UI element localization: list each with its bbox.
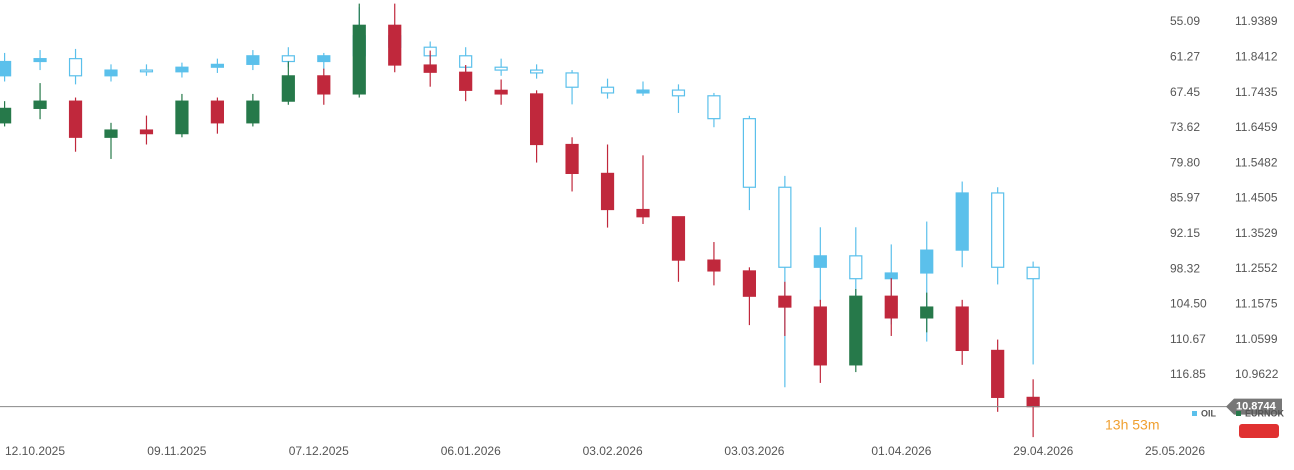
candle-body	[813, 255, 827, 268]
candle-body	[104, 69, 118, 77]
candle-body	[388, 24, 402, 66]
candle-body	[210, 63, 224, 68]
x-tick-label: 01.04.2026	[871, 444, 931, 458]
candle-body	[68, 100, 83, 138]
candle-body	[991, 192, 1005, 268]
candle-body	[494, 66, 508, 71]
candle-body	[636, 208, 650, 218]
eurnok-tick-label: 11.6459	[1235, 120, 1278, 134]
oil-tick-label: 104.50	[1170, 297, 1207, 311]
eurnok-tick-label: 11.1575	[1235, 297, 1278, 311]
oil-tick-label: 61.27	[1170, 50, 1200, 64]
candle-body	[991, 349, 1005, 398]
oil-tick-label: 98.32	[1170, 261, 1200, 275]
candle-body	[778, 186, 792, 268]
candle-body	[459, 71, 473, 91]
countdown: 13h 53m	[1105, 417, 1159, 433]
last-price-label: 10.8744	[1236, 401, 1277, 413]
candle-body	[707, 259, 721, 272]
candle-body	[884, 272, 898, 280]
x-tick-label: 03.02.2026	[583, 444, 643, 458]
oil-tick-label: 55.09	[1170, 14, 1200, 28]
candle-body	[246, 100, 260, 124]
oil-tick-label: 73.62	[1170, 120, 1200, 134]
oil-tick-label: 85.97	[1170, 191, 1200, 205]
candle-body	[175, 100, 189, 135]
eurnok-tick-label: 11.4505	[1235, 191, 1278, 205]
candle-body	[671, 216, 686, 261]
candle-body	[920, 249, 934, 274]
x-tick-label: 25.05.2026	[1145, 444, 1205, 458]
candle-body	[139, 69, 154, 73]
eurnok-tick-label: 10.9622	[1235, 367, 1279, 381]
candle-body	[849, 255, 863, 280]
eurnok-tick-label: 11.7435	[1235, 85, 1278, 99]
candle-body	[33, 58, 47, 63]
eurnok-tick-label: 11.8412	[1235, 50, 1278, 64]
candle-body	[423, 64, 437, 73]
candle-body	[955, 192, 969, 251]
x-tick-label: 09.11.2025	[147, 444, 206, 458]
bid-tag	[1239, 424, 1279, 438]
candle-body	[246, 55, 260, 65]
last-price-tag	[1226, 398, 1282, 415]
candle-body	[884, 295, 898, 319]
eurnok-tick-label: 11.2552	[1235, 261, 1278, 275]
candle-body	[529, 93, 544, 146]
x-tick-label: 29.04.2026	[1013, 444, 1073, 458]
candle-body	[281, 55, 295, 63]
candle-body	[1026, 266, 1040, 280]
candle-body	[600, 172, 615, 211]
legend-label: OIL	[1201, 408, 1217, 418]
candle-body	[707, 95, 721, 120]
candle-body	[175, 66, 189, 73]
candle-body	[281, 75, 295, 102]
candle-body	[600, 86, 615, 94]
candle-body	[0, 107, 12, 124]
candle-body	[317, 75, 331, 95]
candle-body	[33, 100, 47, 109]
legend-swatch	[1192, 411, 1197, 416]
candle-body	[104, 129, 118, 138]
candle-body	[529, 69, 544, 74]
candle-body	[1026, 396, 1040, 408]
eurnok-tick-label: 11.0599	[1235, 332, 1278, 346]
oil-tick-label: 67.45	[1170, 85, 1200, 99]
eurnok-tick-label: 11.9389	[1235, 14, 1278, 28]
oil-tick-label: 116.85	[1170, 367, 1206, 381]
candle-body	[68, 58, 83, 77]
legend-swatch	[1236, 411, 1241, 416]
candle-body	[139, 129, 154, 135]
candle-body	[565, 143, 579, 174]
x-tick-label: 07.12.2025	[289, 444, 349, 458]
candle-body	[317, 55, 331, 63]
candle-body	[813, 306, 827, 366]
candle-body	[352, 24, 366, 95]
candle-body	[494, 89, 508, 95]
candle-body	[636, 89, 650, 94]
x-tick-label: 12.10.2025	[5, 444, 65, 458]
candle-body	[742, 270, 757, 297]
candle-body	[778, 295, 792, 308]
candle-body	[671, 89, 686, 97]
candle-body	[742, 118, 757, 188]
eurnok-tick-label: 11.3529	[1235, 226, 1278, 240]
x-tick-label: 06.01.2026	[441, 444, 501, 458]
candle-body	[210, 100, 224, 124]
candle-body	[565, 72, 579, 88]
legend-label: EURNOK	[1245, 408, 1285, 418]
eurnok-tick-label: 11.5482	[1235, 155, 1278, 169]
candle-body	[0, 60, 12, 77]
candle-body	[849, 295, 863, 366]
x-tick-label: 03.03.2026	[724, 444, 784, 458]
candle-body	[920, 306, 934, 319]
oil-tick-label: 92.15	[1170, 226, 1200, 240]
oil-tick-label: 79.80	[1170, 155, 1200, 169]
oil-tick-label: 110.67	[1170, 332, 1206, 346]
candle-body	[955, 306, 969, 352]
